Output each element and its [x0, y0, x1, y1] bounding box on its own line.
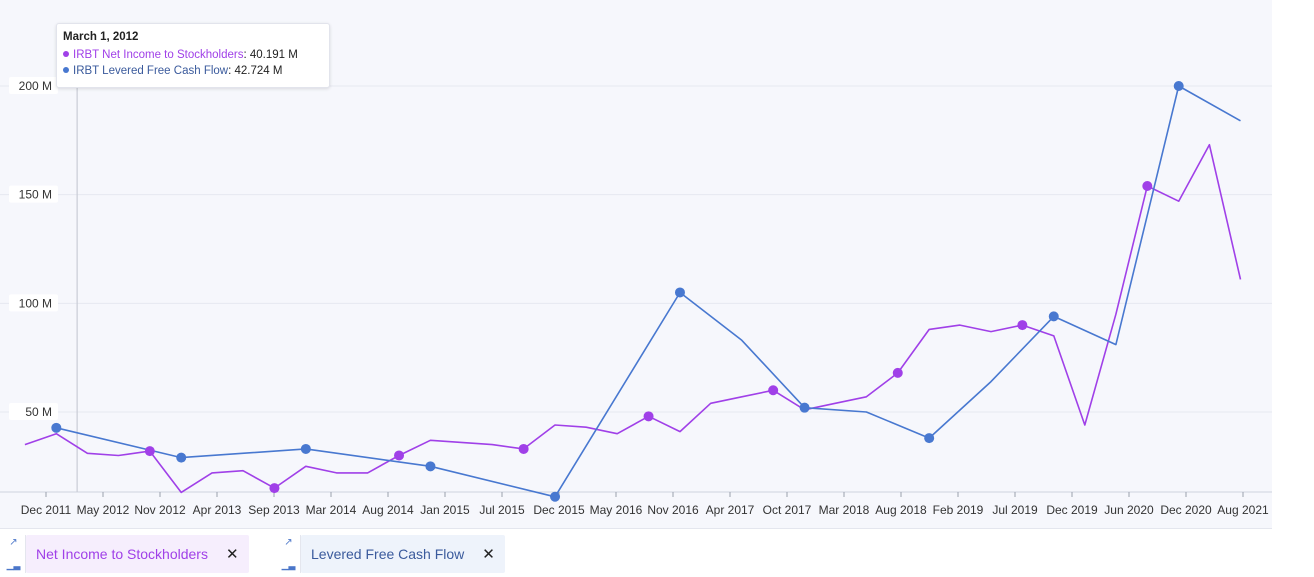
x-tick-label: Mar 2018 — [819, 503, 870, 517]
x-tick-label: Jul 2015 — [479, 503, 525, 517]
line-chart[interactable]: 50 M 100 M 150 M 200 M Dec 2011 May 2012 Nov … — [0, 0, 1272, 528]
data-point-net-income[interactable] — [144, 446, 155, 457]
chart-type-controls: ↗ ▁▃ — [277, 535, 301, 573]
data-point-levered-fcf[interactable] — [1173, 81, 1184, 91]
x-tick-label: Nov 2016 — [647, 503, 699, 517]
x-tick-label: Jul 2019 — [992, 503, 1038, 517]
tooltip-value: 42.724 M — [234, 65, 283, 77]
x-tick-label: Nov 2012 — [134, 503, 186, 517]
legend-chip-fcf[interactable]: Levered Free Cash Flow ✕ — [301, 535, 505, 573]
y-tick-label: 100 M — [19, 296, 52, 310]
bar-chart-icon[interactable]: ▁▃ — [6, 560, 21, 570]
close-icon[interactable]: ✕ — [482, 546, 495, 563]
data-point-net-income[interactable] — [1017, 320, 1028, 331]
data-point-net-income[interactable] — [892, 367, 903, 378]
fcf-dot-icon — [63, 67, 69, 73]
x-tick-label: Mar 2014 — [306, 503, 357, 517]
data-point-levered-fcf[interactable] — [674, 287, 685, 298]
chart-area: 50 M 100 M 150 M 200 M Dec 2011 May 2012 Nov … — [0, 0, 1272, 528]
legend-label: Net Income to Stockholders — [36, 546, 208, 562]
legend-label: Levered Free Cash Flow — [311, 546, 465, 562]
data-point-net-income[interactable] — [643, 411, 654, 422]
x-tick-label: Oct 2017 — [763, 503, 812, 517]
series-markers[interactable] — [51, 81, 1184, 502]
tooltip-series-label: IRBT Levered Free Cash Flow — [73, 65, 229, 77]
series-line-levered-fcf — [56, 85, 1241, 498]
series-lines — [24, 85, 1242, 498]
tooltip: March 1, 2012 IRBT Net Income to Stockho… — [56, 23, 330, 88]
data-point-levered-fcf[interactable] — [1048, 311, 1059, 322]
tooltip-series-label: IRBT Net Income to Stockholders — [73, 49, 244, 61]
y-tick-label-bg — [9, 77, 58, 94]
legend-item-net-income: ↗ ▁▃ Net Income to Stockholders ✕ — [2, 535, 249, 573]
data-point-levered-fcf[interactable] — [51, 422, 62, 433]
close-icon[interactable]: ✕ — [225, 546, 239, 563]
legend-bar: ↗ ▁▃ Net Income to Stockholders ✕ ↗ ▁▃ L… — [0, 528, 1272, 577]
x-tick-label: Aug 2018 — [875, 503, 927, 517]
y-tick-label: 150 M — [19, 188, 52, 202]
x-tick-label: Dec 2015 — [533, 503, 585, 517]
trend-line-icon[interactable]: ↗ — [9, 537, 18, 548]
legend-item-fcf: ↗ ▁▃ Levered Free Cash Flow ✕ — [277, 535, 505, 573]
x-tick-label: Dec 2019 — [1046, 503, 1098, 517]
data-point-levered-fcf[interactable] — [176, 452, 187, 463]
data-point-net-income[interactable] — [394, 450, 405, 461]
x-tick-label: Dec 2011 — [21, 503, 72, 517]
legend-chip-net-income[interactable]: Net Income to Stockholders ✕ — [26, 535, 249, 573]
data-point-net-income[interactable] — [518, 443, 529, 454]
x-tick-label: Dec 2020 — [1160, 503, 1212, 517]
series-line-net-income — [24, 143, 1242, 494]
data-point-levered-fcf[interactable] — [425, 461, 436, 472]
data-point-levered-fcf[interactable] — [300, 443, 311, 454]
data-point-net-income[interactable] — [1142, 180, 1153, 191]
y-tick-label: 50 M — [25, 405, 52, 419]
x-tick-label: Aug 2014 — [362, 503, 414, 517]
y-axis: 50 M 100 M 150 M 200 M — [9, 77, 58, 420]
chart-type-controls: ↗ ▁▃ — [2, 535, 26, 573]
tooltip-row-fcf: IRBT Levered Free Cash Flow: 42.724 M — [63, 65, 323, 77]
x-tick-label: Apr 2013 — [193, 503, 242, 517]
tooltip-row-net-income: IRBT Net Income to Stockholders: 40.191 … — [63, 49, 323, 61]
x-tick-label: May 2012 — [77, 503, 130, 517]
bar-chart-icon[interactable]: ▁▃ — [281, 560, 296, 570]
y-tick-label-bg — [9, 185, 58, 203]
data-point-net-income[interactable] — [768, 385, 779, 396]
tooltip-value: 40.191 M — [249, 49, 298, 61]
data-point-net-income[interactable] — [269, 483, 280, 494]
data-point-levered-fcf[interactable] — [550, 491, 561, 502]
y-tick-label: 200 M — [19, 79, 52, 93]
data-point-levered-fcf[interactable] — [924, 433, 935, 444]
x-tick-label: Sep 2013 — [248, 503, 300, 517]
x-tick-label: Jun 2020 — [1104, 503, 1154, 517]
x-tick-label: Apr 2017 — [706, 503, 755, 517]
y-tick-label-bg — [9, 403, 58, 420]
y-tick-label-bg — [9, 294, 58, 312]
x-tick-label: Jan 2015 — [420, 503, 470, 517]
x-tick-label: May 2016 — [590, 503, 643, 517]
net-income-dot-icon — [63, 51, 69, 57]
tooltip-date: March 1, 2012 — [63, 31, 139, 43]
x-tick-label: Aug 2021 — [1217, 503, 1269, 517]
x-tick-label: Feb 2019 — [933, 503, 984, 517]
data-point-levered-fcf[interactable] — [799, 402, 810, 413]
trend-line-icon[interactable]: ↗ — [284, 537, 293, 548]
x-axis: Dec 2011 May 2012 Nov 2012 Apr 2013 Sep 2013… — [0, 491, 1272, 517]
